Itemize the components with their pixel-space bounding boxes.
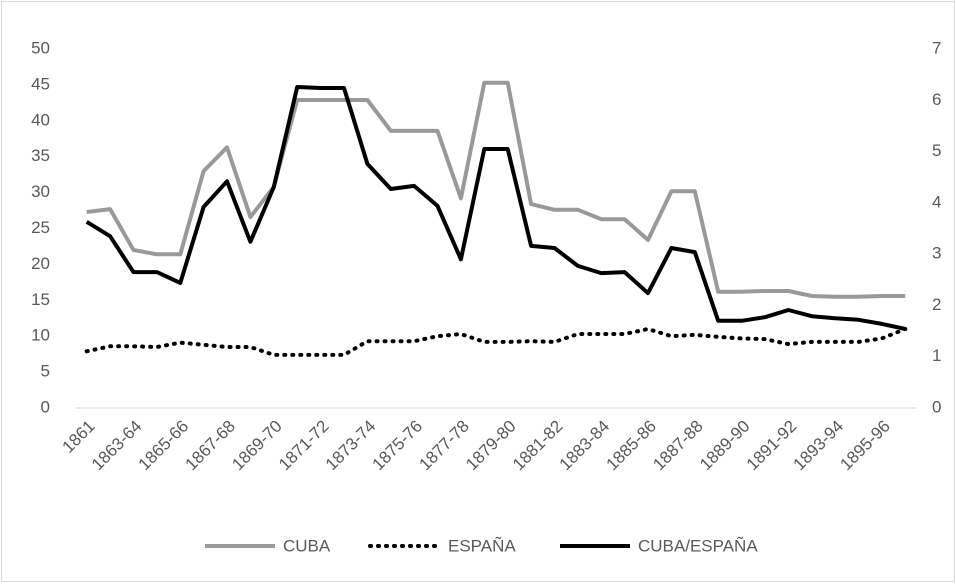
series-line	[84, 326, 908, 357]
y-tick-label: 30	[31, 182, 50, 201]
legend-label: CUBA/ESPAÑA	[638, 536, 758, 555]
y2-tick-label: 7	[932, 38, 941, 57]
y-tick-label: 50	[31, 38, 50, 57]
series-line	[85, 85, 906, 331]
legend-label: CUBA	[283, 536, 331, 555]
y-tick-label: 0	[41, 397, 50, 416]
y-tick-label: 40	[31, 110, 50, 129]
legend-label: ESPAÑA	[448, 536, 516, 555]
y2-tick-label: 1	[932, 346, 941, 365]
y2-tick-label: 0	[932, 397, 941, 416]
y-tick-label: 35	[31, 146, 50, 165]
y-tick-label: 25	[31, 218, 50, 237]
y2-tick-label: 3	[932, 244, 941, 263]
y-tick-label: 10	[31, 326, 50, 345]
y-tick-label: 20	[31, 254, 50, 273]
y2-tick-label: 4	[932, 192, 941, 211]
y2-tick-label: 2	[932, 295, 941, 314]
y-tick-label: 15	[31, 290, 50, 309]
y2-tick-label: 6	[932, 90, 941, 109]
series-line	[86, 80, 906, 299]
y-tick-label: 5	[41, 362, 50, 381]
y2-tick-label: 5	[932, 141, 941, 160]
y-tick-label: 45	[31, 74, 50, 93]
